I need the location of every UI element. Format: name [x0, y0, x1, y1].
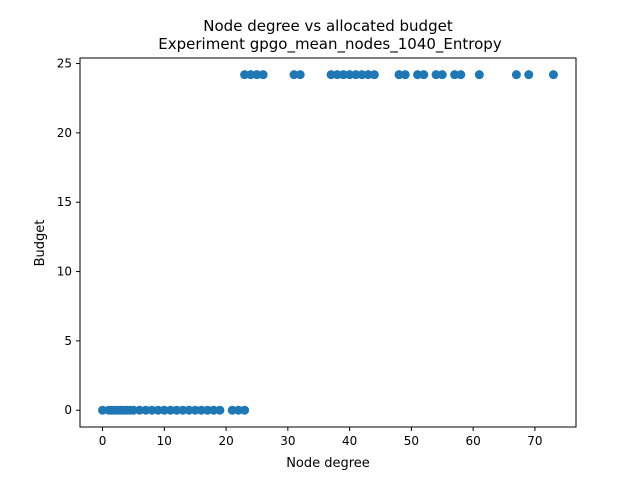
data-point: [524, 70, 534, 80]
data-point: [252, 70, 262, 80]
y-tick-label: 20: [57, 126, 72, 140]
x-tick-label: 70: [527, 434, 542, 448]
data-point: [159, 405, 169, 415]
y-axis-ticks: 0 5 10 15 20 25: [57, 57, 80, 417]
data-point: [190, 405, 200, 415]
data-point: [357, 70, 367, 80]
x-tick-label: 20: [218, 434, 233, 448]
chart-title: Node degree vs allocated budget: [203, 17, 453, 35]
data-point: [209, 405, 219, 415]
data-point: [289, 70, 299, 80]
data-point: [351, 70, 361, 80]
x-axis-ticks: 0 10 20 30 40 50 60 70: [99, 427, 543, 448]
data-point: [196, 405, 206, 415]
x-tick-label: 60: [466, 434, 481, 448]
data-point: [450, 70, 460, 80]
data-point: [258, 70, 268, 80]
y-tick-label: 10: [57, 265, 72, 279]
chart-subtitle: Experiment gpgo_mean_nodes_1040_Entropy: [158, 35, 502, 54]
data-point: [332, 70, 342, 80]
y-tick-label: 15: [57, 195, 72, 209]
y-axis-label: Budget: [33, 220, 48, 267]
data-point: [338, 70, 348, 80]
data-point: [400, 70, 410, 80]
x-axis-label: Node degree: [286, 456, 370, 471]
data-point: [153, 405, 163, 415]
data-point: [246, 70, 256, 80]
data-point: [240, 70, 250, 80]
y-tick-label: 5: [64, 334, 72, 348]
data-point: [227, 405, 237, 415]
x-tick-label: 30: [280, 434, 295, 448]
data-point: [172, 405, 182, 415]
data-point: [233, 405, 243, 415]
plot-frame: [79, 57, 577, 428]
data-point: [295, 70, 305, 80]
data-points: [98, 70, 558, 415]
data-point: [345, 70, 355, 80]
data-point: [240, 405, 250, 415]
data-point: [326, 70, 336, 80]
data-point: [135, 405, 145, 415]
data-point: [178, 405, 188, 415]
data-point: [413, 70, 423, 80]
x-tick-label: 50: [404, 434, 419, 448]
y-tick-label: 0: [64, 403, 72, 417]
data-point: [548, 70, 558, 80]
data-point: [141, 405, 151, 415]
x-tick-label: 40: [342, 434, 357, 448]
data-point: [128, 405, 138, 415]
x-tick-label: 10: [157, 434, 172, 448]
data-point: [474, 70, 484, 80]
data-point: [456, 70, 466, 80]
y-tick-label: 25: [57, 57, 72, 71]
data-point: [215, 405, 225, 415]
data-point: [147, 405, 157, 415]
x-tick-label: 0: [99, 434, 107, 448]
data-point: [98, 405, 108, 415]
data-point: [184, 405, 194, 415]
data-point: [394, 70, 404, 80]
data-point: [363, 70, 373, 80]
data-point: [437, 70, 447, 80]
data-point: [369, 70, 379, 80]
data-point: [511, 70, 521, 80]
data-point: [203, 405, 213, 415]
data-point: [431, 70, 441, 80]
data-point: [165, 405, 175, 415]
data-point: [419, 70, 429, 80]
